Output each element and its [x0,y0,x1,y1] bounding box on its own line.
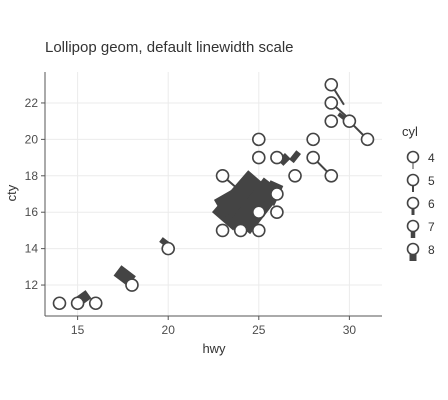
data-point [215,223,230,238]
legend-title: cyl [402,124,418,139]
x-tick-label: 25 [252,323,266,337]
data-point [324,77,339,92]
data-point [251,205,266,220]
data-point [70,296,85,311]
data-point [360,132,375,147]
data-points [52,77,375,311]
legend-label: 8 [428,243,435,257]
legend-key-point [406,219,420,233]
data-point [161,241,176,256]
data-point [88,296,103,311]
data-point [270,187,284,201]
data-point [306,150,320,165]
lollipop-segments [72,84,369,308]
legend-key-point [406,150,420,164]
legend-key-point [406,196,420,210]
chart-title: Lollipop geom, default linewidth scale [45,39,294,56]
legend-label: 6 [428,197,435,211]
y-tick-label: 22 [25,96,39,110]
x-tick-label: 15 [71,323,85,337]
legend-label: 4 [428,151,435,165]
axes: 15 20 25 30 12 14 16 18 20 22 [25,72,382,337]
x-tick-label: 30 [343,323,357,337]
y-tick-label: 16 [25,205,39,219]
legend-label: 7 [428,220,435,234]
x-tick-label: 20 [162,323,176,337]
y-tick-label: 14 [25,242,39,256]
data-point [342,114,357,128]
data-point [324,96,339,110]
data-point [52,296,67,311]
lollipop-segment [213,185,250,218]
lollipop-segment [289,150,302,164]
data-point [251,223,266,238]
y-axis-label: cty [4,184,19,201]
data-point [288,168,302,183]
y-tick-label: 18 [25,169,39,183]
data-point [324,114,339,128]
data-point [251,132,266,147]
data-point [324,168,339,183]
legend-key-point [406,173,420,187]
data-point [270,150,284,165]
y-tick-label: 12 [25,278,39,292]
y-tick-label: 20 [25,132,39,146]
data-point [270,205,284,220]
data-point [215,168,230,183]
data-point [125,278,139,292]
legend-label: 5 [428,174,435,188]
x-axis-label: hwy [202,341,226,356]
data-point [306,132,320,147]
legend: cyl 4 5 6 7 8 [402,124,435,261]
data-point [233,223,248,238]
legend-key-point [406,242,420,256]
data-point [251,150,266,165]
